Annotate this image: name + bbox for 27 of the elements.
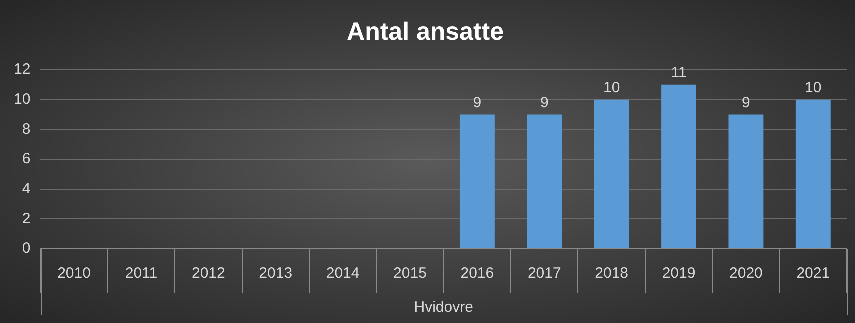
y-tick-label: 12 bbox=[14, 61, 31, 78]
x-tick-label: 2015 bbox=[394, 265, 427, 282]
x-tick-label: 2014 bbox=[326, 265, 360, 282]
y-tick-label: 2 bbox=[22, 210, 31, 228]
x-tick-label: 2016 bbox=[460, 265, 494, 282]
data-label: 10 bbox=[805, 79, 822, 96]
x-axis-title: Hvidovre bbox=[414, 299, 474, 316]
data-label: 10 bbox=[603, 79, 620, 96]
y-tick-label: 6 bbox=[22, 150, 31, 168]
x-tick-label: 2010 bbox=[58, 265, 91, 282]
y-tick-label: 10 bbox=[14, 90, 31, 108]
data-label: 9 bbox=[473, 94, 482, 112]
data-label: 9 bbox=[742, 94, 750, 112]
x-tick-label: 2013 bbox=[259, 265, 293, 282]
y-tick-label: 0 bbox=[22, 240, 31, 258]
x-tick-label: 2012 bbox=[192, 265, 226, 282]
x-tick-label: 2019 bbox=[662, 265, 696, 282]
y-tick-label: 8 bbox=[22, 120, 31, 138]
data-label: 11 bbox=[671, 64, 687, 82]
x-tick-label: 2020 bbox=[730, 265, 763, 282]
data-label: 9 bbox=[540, 94, 549, 112]
y-tick-label: 4 bbox=[22, 180, 31, 198]
x-tick-label: 2021 bbox=[796, 265, 830, 282]
chart-title: Antal ansatte bbox=[347, 18, 504, 46]
x-tick-label: 2011 bbox=[125, 265, 158, 282]
x-tick-label: 2018 bbox=[595, 265, 629, 282]
x-tick-label: 2017 bbox=[528, 265, 562, 282]
